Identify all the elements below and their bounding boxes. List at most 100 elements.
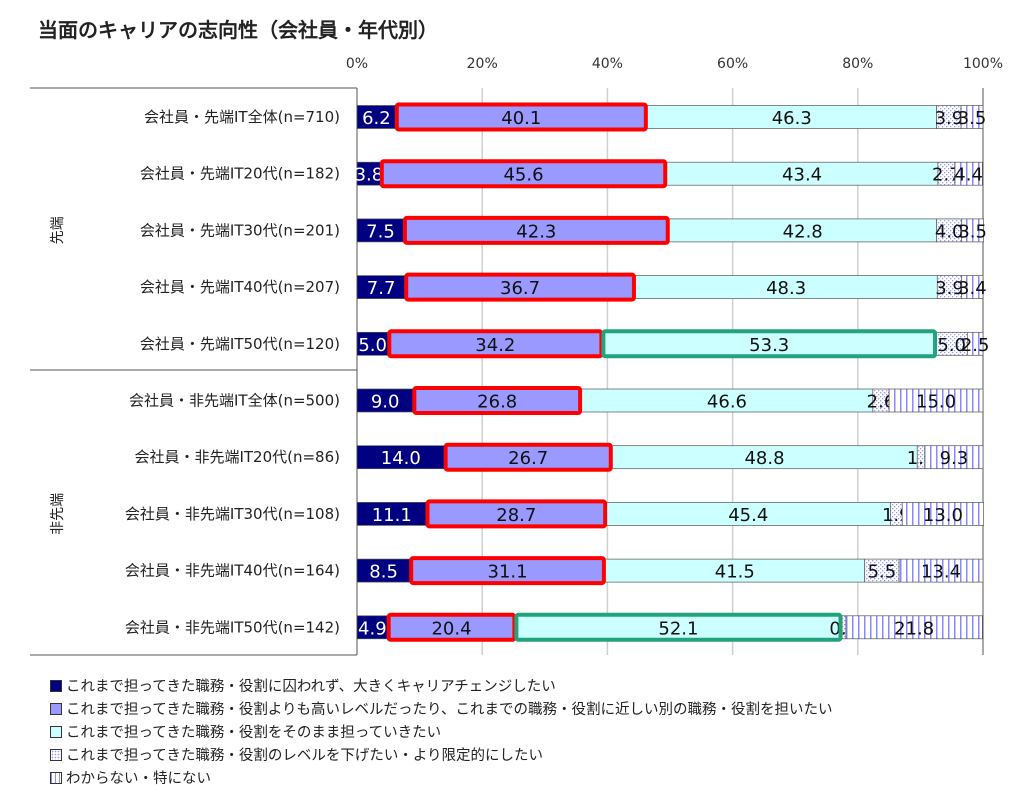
- legend-swatch: [50, 771, 62, 784]
- highlight-box: [409, 556, 606, 586]
- legend-label: これまで担ってきた職務・役割に囚われず、大きくキャリアチェンジしたい: [66, 679, 556, 695]
- data-label: 4.9: [358, 618, 387, 639]
- legend-item: これまで担ってきた職務・役割のレベルを下げたい・より限定的にしたい: [50, 743, 832, 766]
- data-label: 21.8: [894, 618, 934, 639]
- data-label: 5.0: [358, 335, 387, 356]
- data-label: 15.0: [916, 392, 956, 413]
- legend-item: これまで担ってきた職務・役割をそのまま担っていきたい: [50, 720, 832, 743]
- legend-item: これまで担ってきた職務・役割よりも高いレベルだったり、これまでの職務・役割に近し…: [50, 697, 832, 720]
- category-label: 会社員・先端IT30代(n=201): [140, 221, 340, 239]
- legend-swatch: [50, 679, 62, 692]
- data-label: 13.4: [921, 562, 961, 583]
- data-label: 42.3: [516, 221, 556, 242]
- data-label: 9.0: [371, 392, 400, 413]
- data-label: 2.5: [961, 335, 990, 356]
- data-label: 3.9: [935, 278, 964, 299]
- data-label: 45.4: [728, 505, 768, 526]
- legend-item: わからない・特にない: [50, 766, 832, 789]
- highlight-box: [601, 329, 938, 359]
- chart-title: 当面のキャリアの志向性（会社員・年代別）: [38, 18, 438, 42]
- data-label: 34.2: [475, 335, 515, 356]
- legend-swatch: [50, 725, 62, 738]
- group-label: 先端: [50, 216, 66, 244]
- data-label: 3.5: [958, 108, 987, 129]
- legend-label: これまで担ってきた職務・役割をそのまま担っていきたい: [66, 725, 442, 741]
- data-label: 31.1: [488, 562, 528, 583]
- data-label: 4.0: [935, 221, 964, 242]
- data-label: 53.3: [749, 335, 789, 356]
- data-label: 2.6: [867, 392, 896, 413]
- bar-segment: [961, 275, 984, 299]
- x-tick-label: 60%: [717, 56, 748, 72]
- group-label: 非先端: [50, 493, 66, 535]
- data-label: 20.4: [431, 618, 471, 639]
- data-label: 52.1: [658, 618, 698, 639]
- highlight-box: [379, 159, 668, 189]
- legend-label: わからない・特にない: [66, 771, 211, 787]
- bar-segment: [845, 615, 983, 640]
- legend-item: これまで担ってきた職務・役割に囚われず、大きくキャリアチェンジしたい: [50, 674, 832, 697]
- data-label: 7.7: [367, 278, 396, 299]
- highlight-box: [443, 442, 613, 472]
- category-label: 会社員・先端IT50代(n=120): [140, 335, 340, 353]
- legend-label: これまで担ってきた職務・役割のレベルを下げたい・より限定的にしたい: [66, 748, 544, 764]
- legend-swatch: [50, 748, 62, 761]
- data-label: 8.5: [369, 562, 398, 583]
- bar-segment: [888, 388, 984, 413]
- data-label: 7.5: [366, 221, 395, 242]
- highlight-box: [514, 612, 843, 642]
- data-label: 36.7: [500, 278, 540, 299]
- data-label: 26.7: [508, 448, 548, 469]
- bar-segment: [954, 161, 983, 186]
- bar-segment: [924, 445, 984, 470]
- category-label: 会社員・非先端IT50代(n=142): [125, 618, 340, 636]
- x-tick-label: 80%: [842, 56, 873, 72]
- legend-swatch: [50, 702, 62, 715]
- category-label: 会社員・非先端IT30代(n=108): [125, 505, 340, 523]
- data-label: 5.5: [868, 562, 897, 583]
- data-label: 3.8: [355, 165, 384, 186]
- data-label: 2.7: [932, 165, 961, 186]
- legend: これまで担ってきた職務・役割に囚われず、大きくキャリアチェンジしたい これまで担っ…: [50, 674, 832, 789]
- data-label: 3.4: [958, 278, 987, 299]
- legend-label: これまで担ってきた職務・役割よりも高いレベルだったり、これまでの職務・役割に近し…: [66, 702, 833, 718]
- category-label: 会社員・非先端IT40代(n=164): [125, 562, 340, 580]
- data-label: 6.2: [362, 108, 391, 129]
- data-label: 45.6: [503, 165, 543, 186]
- category-label: 会社員・非先端IT20代(n=86): [134, 448, 340, 466]
- data-label: 42.8: [783, 221, 823, 242]
- x-tick-label: 20%: [467, 56, 498, 72]
- data-label: 9.3: [940, 448, 969, 469]
- highlight-box: [404, 272, 636, 302]
- bar-segment: [966, 331, 984, 356]
- highlight-box: [425, 499, 608, 529]
- category-label: 会社員・先端IT40代(n=207): [140, 278, 340, 296]
- x-tick-label: 100%: [963, 56, 1003, 72]
- x-tick-label: 0%: [346, 56, 368, 72]
- data-label: 3.5: [958, 221, 987, 242]
- data-label: 4.4: [954, 165, 983, 186]
- highlight-box: [412, 386, 583, 415]
- bar-segment: [960, 105, 984, 129]
- data-label: 48.3: [766, 278, 806, 299]
- highlight-box: [394, 102, 648, 132]
- bar-segment: [898, 558, 984, 583]
- data-label: 28.7: [496, 505, 536, 526]
- data-label: 43.4: [782, 165, 822, 186]
- data-label: 26.8: [477, 392, 517, 413]
- data-label: 40.1: [501, 108, 541, 129]
- highlight-box: [402, 215, 670, 245]
- data-label: 14.0: [381, 448, 421, 469]
- data-label: 46.3: [772, 108, 812, 129]
- data-label: 48.8: [744, 448, 784, 469]
- data-label: 3.9: [935, 108, 964, 129]
- bar-segment: [901, 502, 984, 526]
- data-label: 46.6: [707, 392, 747, 413]
- category-label: 会社員・先端IT全体(n=710): [144, 108, 340, 126]
- data-label: 41.5: [715, 562, 755, 583]
- x-tick-label: 40%: [592, 56, 623, 72]
- bar-segment: [961, 218, 984, 243]
- highlight-box: [387, 329, 604, 359]
- category-label: 会社員・非先端IT全体(n=500): [129, 392, 340, 410]
